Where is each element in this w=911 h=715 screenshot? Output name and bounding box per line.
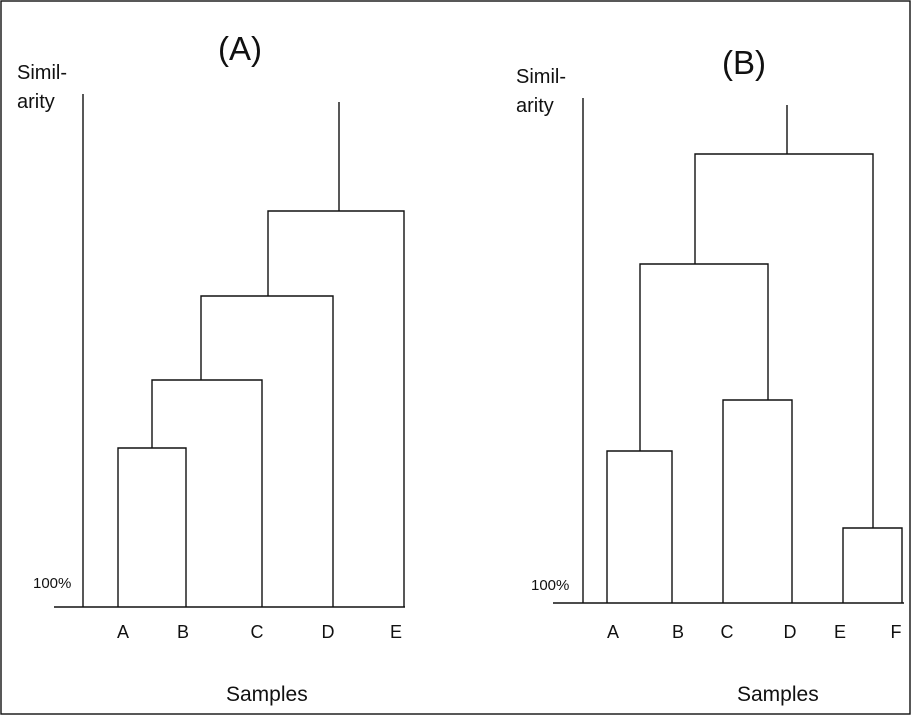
panel-a-title: (A)	[218, 30, 262, 67]
panel-b-xlabel: Samples	[737, 683, 819, 706]
panel-b-cluster-abcdef	[694, 153, 874, 528]
panel-a-leaf-label: C	[251, 622, 264, 642]
panel-b-leaf-label: E	[834, 622, 846, 642]
panel-a-cluster-abcd	[200, 295, 334, 607]
panel-b-cluster-abcd	[639, 263, 769, 451]
panel-a-leaf-label: B	[177, 622, 189, 642]
panel-b-cluster-ef	[842, 527, 903, 603]
panel-b-leaf-label: C	[721, 622, 734, 642]
panel-b-dendrogram	[606, 105, 903, 603]
panel-a: (A) Simil- arity 100% A B C D E Samples	[17, 30, 405, 706]
panel-b-leaf-label: F	[891, 622, 902, 642]
panel-a-cluster-abcde	[267, 210, 405, 607]
panel-a-xlabel: Samples	[226, 683, 308, 706]
panel-a-leaf-label: E	[390, 622, 402, 642]
panel-b-leaf-label: A	[607, 622, 619, 642]
panel-b-leaf-label: B	[672, 622, 684, 642]
panel-a-cluster-ab	[117, 447, 187, 607]
panel-a-ylabel-line2: arity	[17, 91, 55, 113]
panel-b: (B) Simil- arity 100% A B C D E F	[516, 44, 904, 706]
panel-b-title: (B)	[722, 44, 766, 81]
panel-b-leaf-label: D	[784, 622, 797, 642]
panel-a-leaf-label: A	[117, 622, 129, 642]
panel-a-cluster-abc	[151, 379, 263, 607]
panel-a-ylabel-line1: Simil-	[17, 62, 67, 84]
panel-a-leaf-label: D	[322, 622, 335, 642]
panel-b-cluster-cd	[722, 399, 793, 603]
panel-b-ylabel-line2: arity	[516, 95, 554, 117]
panel-b-baseline-label: 100%	[531, 577, 569, 594]
panel-a-dendrogram	[117, 102, 405, 607]
panel-b-cluster-ab	[606, 450, 673, 603]
panel-a-baseline-label: 100%	[33, 575, 71, 592]
panel-b-ylabel-line1: Simil-	[516, 66, 566, 88]
